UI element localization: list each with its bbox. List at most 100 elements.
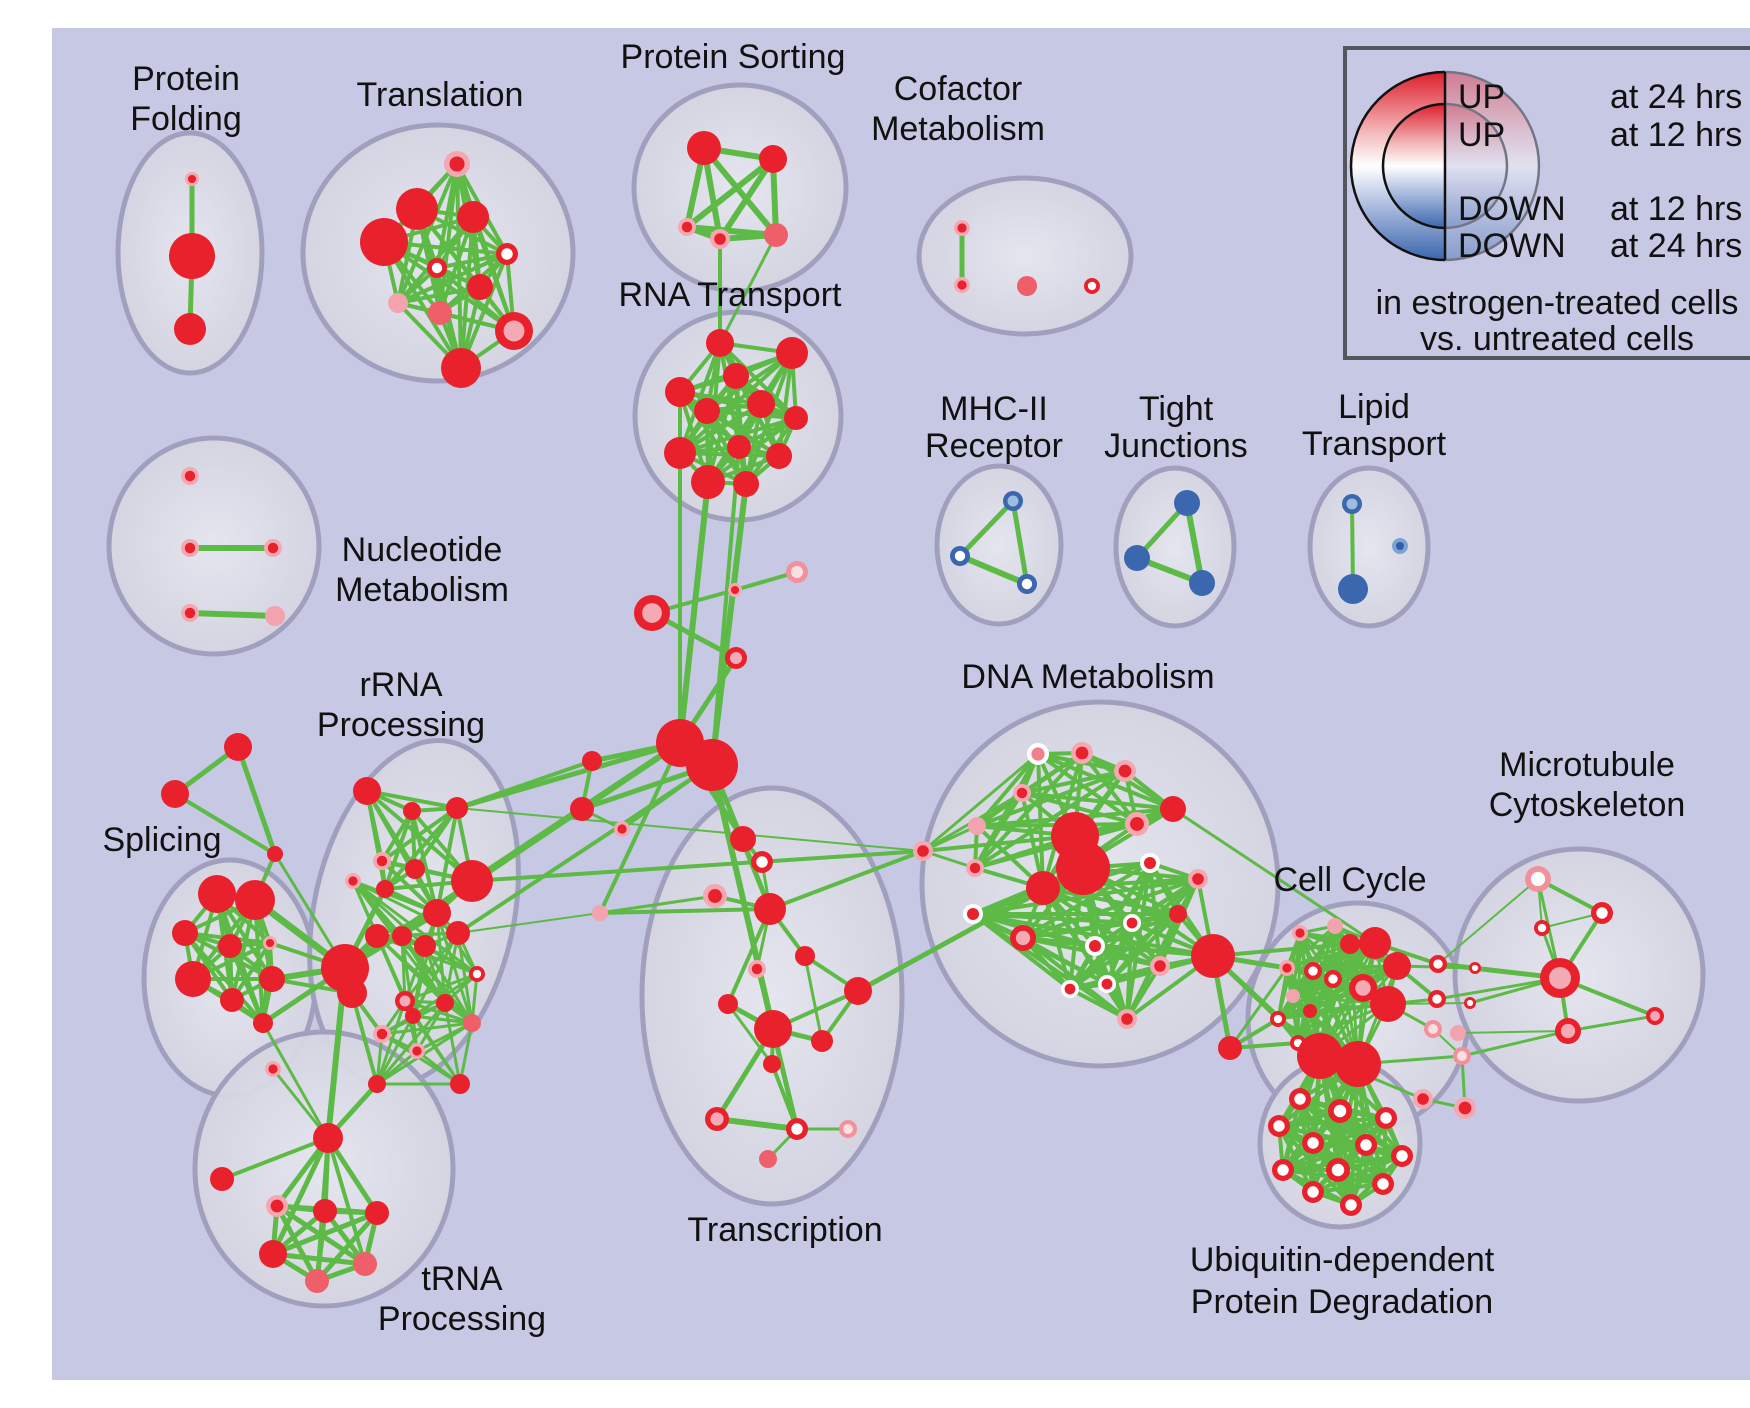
node-h3[interactable]: [786, 561, 808, 583]
node-rr10[interactable]: [365, 924, 389, 948]
node-outer-rr22[interactable]: [450, 1074, 470, 1094]
node-ub12[interactable]: [1340, 1194, 1362, 1216]
node-tc2[interactable]: [266, 1195, 288, 1217]
node-outer-rt7[interactable]: [784, 406, 808, 430]
node-x1[interactable]: [224, 733, 252, 761]
node-tc6[interactable]: [353, 1252, 377, 1276]
node-ps4[interactable]: [710, 229, 730, 249]
node-rt2[interactable]: [776, 337, 808, 369]
node-rr14[interactable]: [395, 991, 415, 1011]
node-outer-tc4[interactable]: [365, 1201, 389, 1225]
node-rt6[interactable]: [747, 390, 775, 418]
node-outer-rt8[interactable]: [664, 437, 696, 469]
node-rt3[interactable]: [723, 363, 749, 389]
node-tc0[interactable]: [313, 1123, 343, 1153]
node-outer-rt6[interactable]: [747, 390, 775, 418]
node-cc8[interactable]: [1324, 970, 1342, 988]
node-rt12[interactable]: [733, 471, 759, 497]
node-outer-rr6[interactable]: [376, 880, 394, 898]
node-ub9[interactable]: [1326, 1158, 1350, 1182]
node-outer-cc5[interactable]: [1383, 952, 1411, 980]
node-dm21[interactable]: [1117, 1009, 1137, 1029]
node-outer-cc11[interactable]: [1286, 989, 1300, 1003]
node-tl8[interactable]: [388, 293, 408, 313]
node-outer-tl3[interactable]: [457, 201, 489, 233]
node-outer-cc2[interactable]: [1327, 918, 1343, 934]
node-cm3[interactable]: [1017, 276, 1037, 296]
node-outer-tl2[interactable]: [396, 188, 438, 230]
node-pf3[interactable]: [174, 313, 206, 345]
node-cm2[interactable]: [954, 277, 970, 293]
node-outer-tn10[interactable]: [754, 1010, 792, 1048]
node-hl2[interactable]: [337, 978, 367, 1008]
node-tl5[interactable]: [496, 243, 518, 265]
node-tc4[interactable]: [365, 1201, 389, 1225]
node-cc22[interactable]: [1454, 1097, 1476, 1119]
node-cc19[interactable]: [1428, 990, 1446, 1008]
node-sp10[interactable]: [265, 1061, 281, 1077]
node-tn16[interactable]: [759, 1150, 777, 1168]
node-outer-ps1[interactable]: [687, 131, 721, 165]
node-outer-dm5[interactable]: [968, 817, 986, 835]
node-rr8[interactable]: [451, 860, 493, 902]
node-sp4[interactable]: [218, 934, 242, 958]
node-cn1[interactable]: [1453, 1047, 1471, 1065]
node-rt10[interactable]: [766, 443, 792, 469]
node-rr17[interactable]: [405, 1008, 421, 1024]
node-outer-tl11[interactable]: [441, 348, 481, 388]
node-tn2[interactable]: [751, 851, 773, 873]
node-dm19[interactable]: [1098, 975, 1116, 993]
node-cc13[interactable]: [1270, 1011, 1286, 1027]
node-dm13[interactable]: [1010, 925, 1036, 951]
node-outer-tj3[interactable]: [1189, 570, 1215, 596]
node-outer-tc0[interactable]: [313, 1123, 343, 1153]
node-outer-tn9[interactable]: [844, 977, 872, 1005]
node-ub2[interactable]: [1328, 1099, 1352, 1123]
node-tl2[interactable]: [396, 188, 438, 230]
node-outer-rr9[interactable]: [423, 899, 451, 927]
node-outer-tc1[interactable]: [210, 1167, 234, 1191]
node-cc18[interactable]: [1429, 955, 1447, 973]
node-dm2[interactable]: [1071, 742, 1093, 764]
node-lt2[interactable]: [1338, 574, 1368, 604]
node-dm15[interactable]: [1123, 914, 1141, 932]
node-tn12[interactable]: [763, 1055, 781, 1073]
node-outer-cc3[interactable]: [1340, 934, 1360, 954]
node-mt6[interactable]: [1464, 997, 1476, 1009]
node-dm9[interactable]: [966, 859, 984, 877]
node-mt2[interactable]: [1591, 902, 1613, 924]
node-outer-tj1[interactable]: [1174, 490, 1200, 516]
node-ub1[interactable]: [1289, 1088, 1311, 1110]
node-ub10[interactable]: [1302, 1181, 1324, 1203]
node-tn14[interactable]: [786, 1118, 808, 1140]
node-rr7[interactable]: [405, 859, 425, 879]
node-rr19[interactable]: [373, 1025, 391, 1043]
node-dm16[interactable]: [1150, 956, 1170, 976]
node-outer-sp8[interactable]: [259, 966, 285, 992]
node-k3[interactable]: [614, 821, 630, 837]
node-outer-rr12[interactable]: [446, 921, 470, 945]
node-ps3[interactable]: [678, 218, 696, 236]
node-outer-sp6[interactable]: [175, 961, 211, 997]
node-rt4[interactable]: [665, 377, 695, 407]
node-cc11[interactable]: [1286, 989, 1300, 1003]
node-nm3[interactable]: [264, 539, 282, 557]
node-cc7[interactable]: [1304, 962, 1322, 980]
node-nm5[interactable]: [265, 606, 285, 626]
node-ub11[interactable]: [1372, 1173, 1394, 1195]
node-outer-cc17[interactable]: [1218, 1036, 1242, 1060]
node-cc4[interactable]: [1359, 927, 1391, 959]
node-ub4[interactable]: [1268, 1115, 1290, 1137]
node-dm4[interactable]: [1013, 784, 1031, 802]
node-outer-tn1[interactable]: [730, 826, 756, 852]
node-tl1[interactable]: [444, 151, 470, 177]
node-rr9[interactable]: [423, 899, 451, 927]
node-outer-hl2[interactable]: [337, 978, 367, 1008]
node-cc21[interactable]: [1413, 1089, 1433, 1109]
node-x3[interactable]: [267, 846, 283, 862]
node-sp6[interactable]: [175, 961, 211, 997]
node-outer-cc10[interactable]: [1370, 986, 1406, 1022]
node-dm5[interactable]: [968, 817, 986, 835]
node-lt1[interactable]: [1342, 494, 1362, 514]
node-outer-lt2[interactable]: [1338, 574, 1368, 604]
